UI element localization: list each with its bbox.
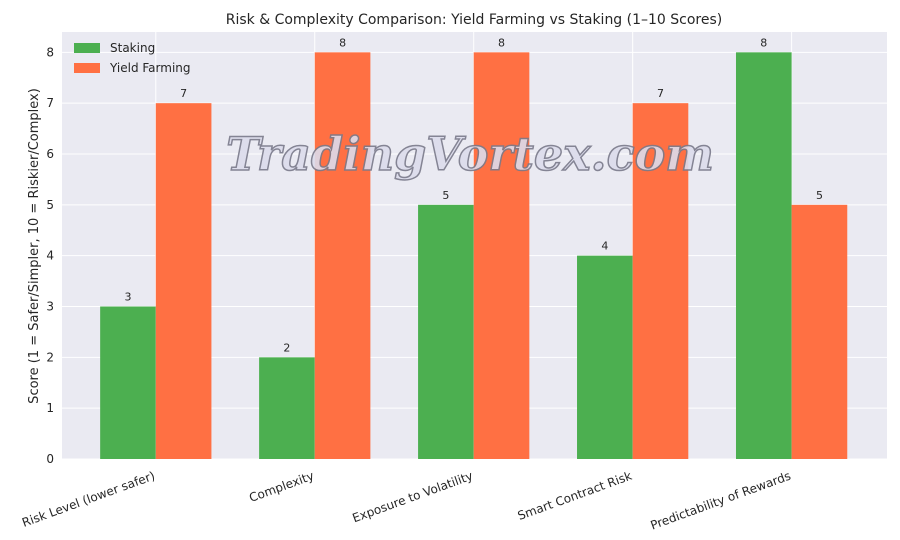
data-label: 8 [498,36,505,49]
data-label: 8 [339,36,346,49]
x-tick-label: Risk Level (lower safer) [20,469,157,530]
y-tick-label: 2 [46,350,54,364]
data-label: 7 [180,87,187,100]
y-tick-label: 8 [46,45,54,59]
x-tick-label: Smart Contract Risk [516,469,634,523]
data-label: 3 [124,291,131,304]
data-label: 5 [816,189,823,202]
y-axis-label: Score (1 = Safer/Simpler, 10 = Riskier/C… [27,88,42,404]
data-label: 8 [760,36,767,49]
bar-yield-farming [314,52,371,459]
watermark-logo: TradingVortex.com [226,127,714,181]
x-tick-label: Exposure to Volatility [351,469,475,526]
legend: Staking Yield Farming [74,41,191,75]
y-tick-label: 5 [46,198,54,212]
bar-staking [577,255,633,459]
data-label: 4 [601,240,608,253]
y-tick-label: 3 [46,300,54,314]
legend-swatch [74,43,100,53]
bar-yield-farming [155,103,212,460]
legend-label: Staking [110,41,155,55]
legend-label: Yield Farming [109,61,191,75]
bar-yield-farming [632,103,689,460]
x-tick-label: Predictability of Rewards [649,469,793,533]
bar-staking [418,204,474,459]
y-tick-label: 1 [46,401,54,415]
data-label: 2 [283,341,290,354]
bar-yield-farming [473,52,530,459]
data-label: 5 [442,189,449,202]
chart-title: Risk & Complexity Comparison: Yield Farm… [226,12,723,28]
data-label: 7 [657,87,664,100]
y-tick-label: 0 [46,452,54,466]
bar-staking [100,306,156,459]
legend-swatch [74,63,100,73]
bar-staking [735,52,792,459]
bar-yield-farming [791,204,848,459]
y-tick-label: 6 [46,147,54,161]
y-tick-label: 7 [46,96,54,110]
x-tick-label: Complexity [247,469,315,505]
bar-staking [259,357,315,459]
y-tick-label: 4 [46,249,54,263]
